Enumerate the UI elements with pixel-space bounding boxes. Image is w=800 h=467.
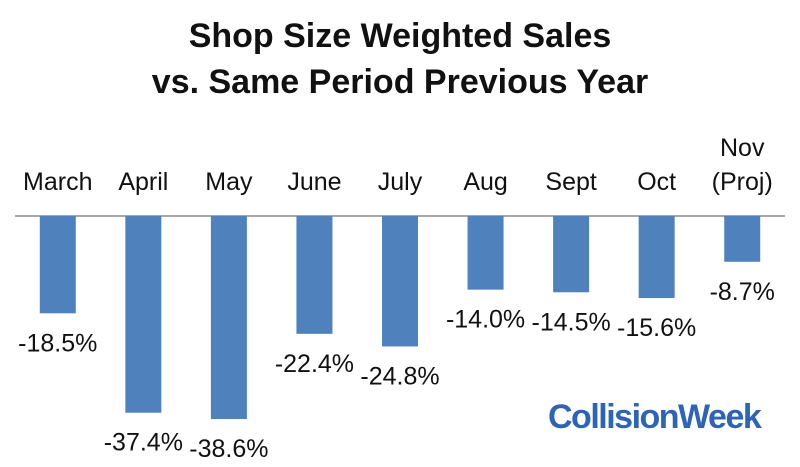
value-label: -8.7%: [710, 278, 775, 306]
chart-title-line: Shop Size Weighted Sales: [189, 17, 612, 55]
value-label: -14.0%: [446, 306, 525, 334]
value-label: -15.6%: [617, 314, 696, 342]
bar: [638, 216, 675, 299]
value-labels: -18.5% -37.4% -38.6% -22.4% -24.8%-14.0% -14.…: [18, 278, 775, 463]
category-label: Oct: [637, 168, 676, 196]
chart-title: Shop Size Weighted Sales vs. Same Period …: [152, 17, 648, 101]
category-label: March: [23, 168, 92, 196]
bar: [296, 216, 333, 334]
bar: [125, 216, 162, 413]
category-labels: March April May June July Aug Sept Oct Nov (Proj): [23, 134, 773, 196]
category-label: Nov: [720, 134, 765, 162]
bar: [210, 216, 247, 420]
bar: [39, 216, 76, 314]
value-label: -14.5%: [532, 308, 611, 336]
value-label: -22.4%: [275, 350, 354, 378]
bars: [39, 216, 761, 420]
bar: [724, 216, 761, 262]
category-label: May: [205, 168, 253, 196]
category-label: July: [378, 168, 423, 196]
value-label: -18.5%: [18, 329, 97, 357]
category-label: April: [118, 168, 168, 196]
value-label: -24.8%: [360, 362, 439, 390]
category-label: Sept: [545, 168, 596, 196]
bar: [382, 216, 418, 347]
bar: [553, 216, 590, 293]
category-label: June: [287, 168, 341, 196]
chart-title-line: vs. Same Period Previous Year: [152, 63, 648, 101]
category-label: Aug: [463, 168, 507, 196]
value-label: -37.4%: [104, 429, 183, 457]
value-label: -38.6%: [189, 435, 268, 463]
collisionweek-logo: CollisionWeek: [548, 398, 762, 436]
bar: [467, 216, 504, 290]
category-label: (Proj): [712, 168, 773, 196]
